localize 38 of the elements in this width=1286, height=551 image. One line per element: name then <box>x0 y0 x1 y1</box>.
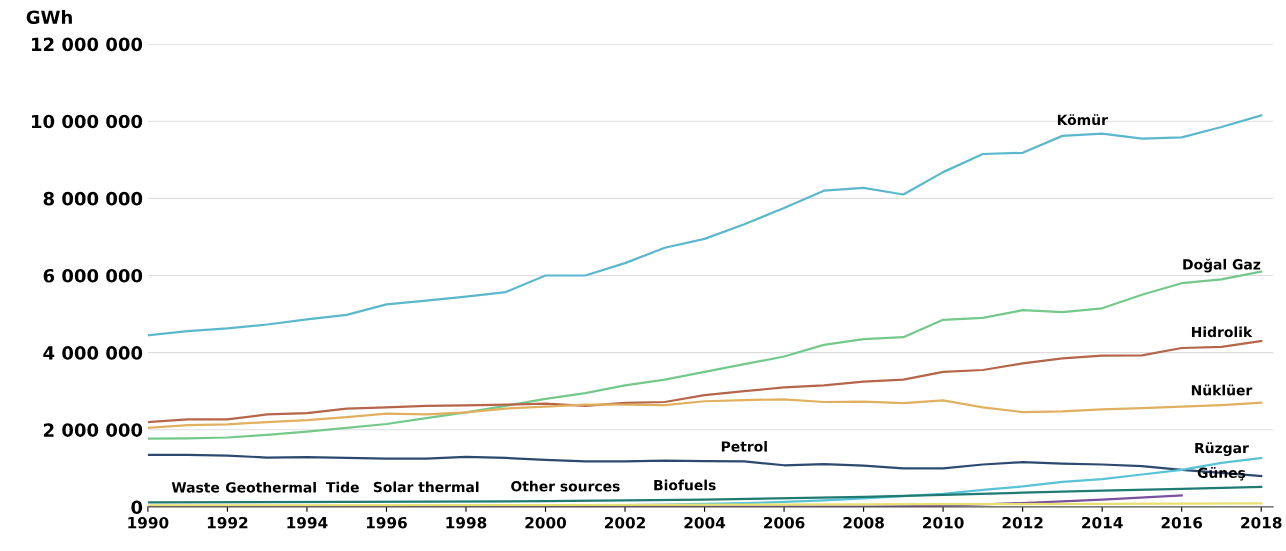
y-tick-label: 8 000 000 <box>43 191 143 206</box>
annotation: Waste <box>171 482 220 493</box>
x-tick-label: 2006 <box>764 516 805 529</box>
annotation: Solar thermal <box>373 481 479 493</box>
x-tick-label: 2014 <box>1082 516 1123 529</box>
x-tick-label: 1992 <box>207 516 248 529</box>
y-tick-label: 2 000 000 <box>43 423 143 437</box>
x-tick-label: 1994 <box>287 516 328 529</box>
annotation: Biofuels <box>654 479 716 491</box>
x-tick-label: 2004 <box>684 516 726 529</box>
y-tick-label: 4 000 000 <box>43 346 143 360</box>
line-series <box>147 398 1263 429</box>
annotation: Rüzgar <box>1195 442 1249 457</box>
annotation: Petrol <box>721 441 767 452</box>
y-tick-label: 12 000 000 <box>31 37 143 52</box>
x-tick-label: 1996 <box>366 516 407 529</box>
annotation: Doğal Gaz <box>1183 258 1261 273</box>
x-tick-label: 2016 <box>1161 516 1203 529</box>
x-tick-label: 2002 <box>604 516 645 529</box>
x-tick-label: 1998 <box>446 516 487 529</box>
x-tick-label: 2010 <box>923 516 964 529</box>
x-tick-label: 2008 <box>843 516 884 529</box>
y-axis-title: GWh <box>26 10 72 25</box>
annotation: Other sources <box>511 480 620 492</box>
x-tick-label: 1990 <box>128 516 169 529</box>
line-series <box>147 114 1263 337</box>
annotation: Hidrolik <box>1191 326 1253 338</box>
line-series <box>147 339 1263 424</box>
annotation: Kömür <box>1057 114 1108 126</box>
x-tick-label: 2000 <box>525 516 567 529</box>
x-tick-label: 2012 <box>1002 516 1043 529</box>
y-tick-label: 6 000 000 <box>43 268 143 283</box>
annotation: Tide <box>325 481 359 493</box>
y-tick-label: 0 <box>131 500 143 515</box>
y-tick-label: 10 000 000 <box>31 114 143 129</box>
annotation: Nüklüer <box>1191 384 1253 396</box>
x-tick-label: 2018 <box>1241 516 1282 529</box>
annotation: Geothermal <box>225 481 316 493</box>
